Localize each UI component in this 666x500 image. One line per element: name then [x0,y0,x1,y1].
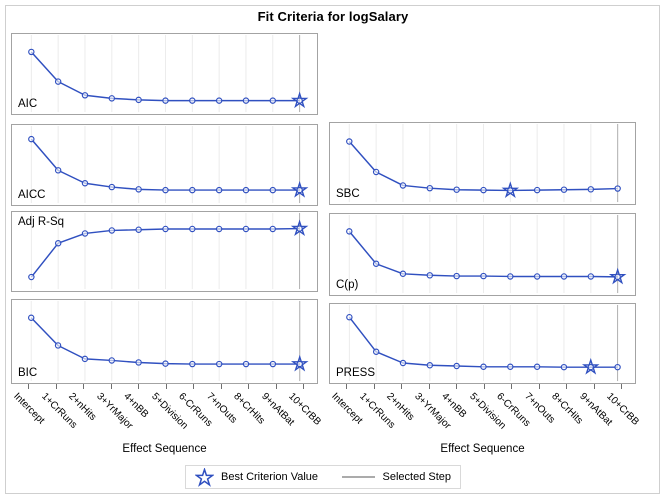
x-tick-mark [55,384,57,389]
best-criterion-star [608,267,627,285]
panel-press: PRESS [329,303,636,384]
panel-label: AIC [18,98,38,110]
selected-step-line-icon [342,476,375,478]
panel-label: BIC [18,367,38,379]
x-tick-mark [83,384,84,389]
panel-label: SBC [336,188,360,200]
panel-sbc: SBC [329,122,636,205]
best-criterion-star [290,91,309,109]
legend-best-label: Best Criterion Value [221,471,319,483]
panel-label: C(p) [336,279,359,291]
best-criterion-star [290,219,309,237]
x-tick-mark [138,384,139,389]
x-tick-mark [538,384,540,389]
legend-selected-label: Selected Step [382,471,452,483]
best-criterion-star [290,354,309,372]
x-tick-mark [28,384,29,389]
x-tick-mark [483,384,485,389]
x-tick-mark [110,384,112,389]
panel-bic: BIC [11,299,318,384]
markers [346,228,621,281]
legend: Best Criterion Value Selected Step [185,465,461,489]
chart-title: Fit Criteria for logSalary [257,9,409,24]
gridlines [30,300,301,382]
x-tick-mark [566,384,567,389]
x-tick-mark [248,384,249,389]
star-icon [195,467,214,487]
best-criterion-star [501,181,520,198]
aic-line-chart [28,34,309,113]
panel-label: Adj R-Sq [18,216,65,228]
panel-label: AICC [18,189,46,201]
adj-r-sq-line-chart [28,212,309,290]
panel-label: PRESS [336,367,375,379]
x-tick-mark [220,384,222,389]
x-tick-mark [428,384,430,389]
x-tick-mark [346,384,347,389]
x-axis-title-right: Effect Sequence [440,443,525,455]
markers [28,225,303,281]
x-tick-mark [303,384,304,389]
gridlines [348,214,619,294]
gridlines [30,212,301,290]
panel-aic: AIC [11,33,318,115]
x-tick-mark [593,384,595,389]
bic-line-chart [27,300,309,382]
x-tick-mark [165,384,167,389]
markers [346,138,621,194]
markers [346,313,621,371]
x-tick-mark [511,384,512,389]
press-line-chart [346,304,621,382]
markers [28,48,303,104]
panel-aicc: AICC [11,124,318,206]
x-tick-mark [373,384,375,389]
best-criterion-star [581,357,600,375]
x-tick-mark [401,384,402,389]
panel-cp: C(p) [329,213,636,296]
x-axis-title-left: Effect Sequence [122,443,207,455]
x-tick-mark [193,384,194,389]
x-tick-mark [456,384,457,389]
markers [28,135,303,194]
sbc-line-chart [346,123,621,203]
x-tick-mark [621,384,622,389]
aicc-line-chart [28,125,309,204]
cp-line-chart [346,214,627,294]
best-criterion-star [290,180,309,198]
panel-adj-r-sq: Adj R-Sq [11,211,318,292]
x-tick-mark [275,384,277,389]
